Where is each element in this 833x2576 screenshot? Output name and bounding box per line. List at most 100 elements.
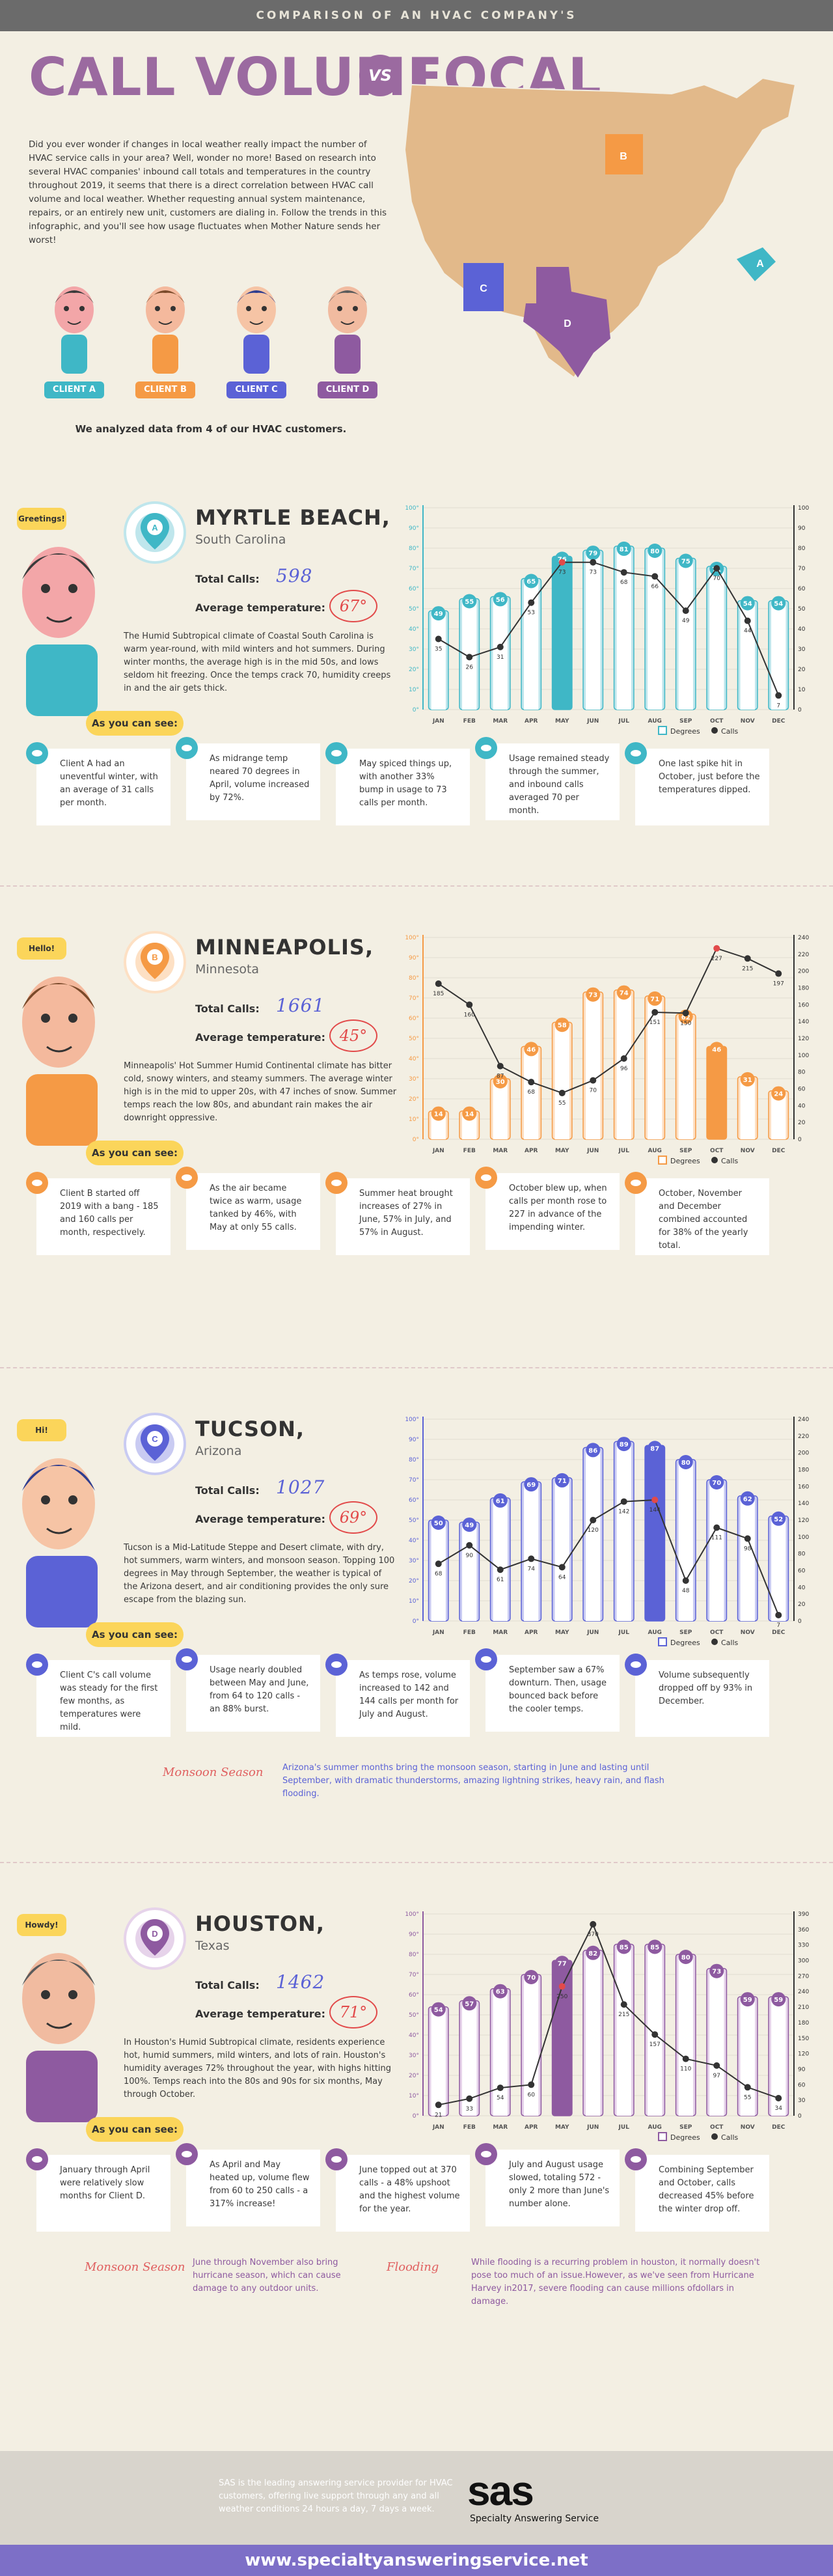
insight-card: Client A had an uneventful winter, with … bbox=[26, 742, 171, 825]
bar-inner bbox=[431, 1113, 446, 1139]
chart: 0° 10° 20° 30° 40° 50° 60° 70° 80° 90° 100° 0 20 40 60… bbox=[405, 1417, 809, 1647]
x-tick: SEP bbox=[679, 2124, 692, 2131]
sas-logo[interactable]: sas Specialty Answering Service bbox=[467, 2467, 623, 2532]
y-left-tick: 40° bbox=[409, 2032, 419, 2039]
insight-text: Client C's call volume was steady for th… bbox=[60, 1670, 158, 1732]
svg-text:A: A bbox=[152, 523, 158, 533]
calls-label: 68 bbox=[528, 1089, 536, 1096]
y-left-tick: 70° bbox=[409, 1972, 419, 1978]
avg-temp-value: 45° bbox=[329, 1019, 377, 1052]
x-tick: OCT bbox=[710, 1629, 724, 1636]
x-tick: JUL bbox=[618, 1629, 630, 1636]
insight-card: Combining September and October, calls d… bbox=[625, 2148, 769, 2232]
insight-card: Volume subsequently dropped off by 93% i… bbox=[625, 1654, 769, 1737]
insight-card: October, November and December combined … bbox=[625, 1172, 769, 1255]
bar-inner bbox=[771, 1999, 786, 2116]
y-right-tick: 80 bbox=[798, 1551, 806, 1558]
insight-text: September saw a 67% downturn. Then, usag… bbox=[509, 1665, 607, 1714]
bar-label: 69 bbox=[526, 1482, 536, 1489]
avg-temp-label: Average temperature: bbox=[195, 602, 325, 614]
y-left-tick: 100° bbox=[405, 935, 419, 941]
calls-label: 34 bbox=[775, 2105, 783, 2112]
bar-inner bbox=[616, 1946, 631, 2116]
bar-inner bbox=[648, 998, 662, 1139]
calls-point bbox=[528, 1555, 535, 1562]
x-tick: JAN bbox=[432, 2124, 444, 2131]
legend-calls-swatch bbox=[711, 2133, 718, 2140]
insight-text: Volume subsequently dropped off by 93% i… bbox=[659, 1670, 753, 1706]
bar-inner bbox=[431, 2009, 446, 2116]
as-you-can-see-label: As you can see: bbox=[86, 1141, 184, 1165]
bar-label-bubble bbox=[709, 1042, 724, 1057]
y-right-tick: 210 bbox=[798, 2004, 809, 2011]
y-right-tick: 270 bbox=[798, 1973, 809, 1980]
bar-label: 59 bbox=[774, 1997, 783, 2004]
calls-point bbox=[466, 2095, 473, 2102]
bar-label: 50 bbox=[434, 1520, 443, 1527]
bar-label-bubble bbox=[648, 1441, 662, 1456]
y-left-tick: 50° bbox=[409, 1517, 419, 1524]
calls-point bbox=[497, 1566, 504, 1573]
client-badge: CLIENT C bbox=[226, 381, 286, 398]
eye-icon bbox=[625, 1654, 647, 1676]
x-tick: JUN bbox=[586, 718, 599, 725]
bar-inner bbox=[648, 551, 662, 710]
eye-icon bbox=[325, 742, 348, 764]
insight-card: As April and May heated up, volume flew … bbox=[176, 2143, 320, 2226]
bar-label: 46 bbox=[712, 1046, 721, 1053]
logo-wordmark: sas bbox=[467, 2467, 534, 2514]
calls-point bbox=[713, 565, 720, 572]
legend-degrees: Degrees bbox=[670, 1639, 700, 1647]
calls-label: 227 bbox=[711, 956, 722, 962]
eye-icon bbox=[475, 737, 497, 759]
season-callout: Monsoon Season bbox=[163, 1766, 264, 1779]
bar-inner bbox=[554, 1963, 569, 2116]
total-calls-label: Total Calls: bbox=[195, 1484, 260, 1497]
bar-inner bbox=[554, 559, 569, 710]
bar-inner bbox=[740, 1498, 755, 1621]
analyzed-caption: We analyzed data from 4 of our HVAC cust… bbox=[75, 423, 347, 435]
bar-inner bbox=[431, 1523, 446, 1621]
y-right-tick: 100 bbox=[798, 1053, 809, 1059]
state-icon: C bbox=[124, 1413, 186, 1475]
bar-label: 65 bbox=[526, 579, 536, 586]
state-name: Arizona bbox=[195, 1444, 242, 1458]
y-left-tick: 0° bbox=[413, 2113, 419, 2120]
eye-icon bbox=[475, 1648, 497, 1670]
insight-card: Usage remained steady through the summer… bbox=[475, 737, 620, 820]
calls-label: 157 bbox=[649, 2042, 661, 2048]
calls-point bbox=[744, 2084, 751, 2091]
legend-degrees-swatch bbox=[658, 726, 667, 735]
x-tick: JUN bbox=[586, 2124, 599, 2131]
bar-inner bbox=[586, 994, 601, 1139]
y-right-tick: 360 bbox=[798, 1927, 809, 1933]
eye-icon bbox=[176, 2143, 198, 2165]
state-icon: A bbox=[124, 501, 186, 564]
client-badge: CLIENT A bbox=[44, 381, 104, 398]
bar-label: 73 bbox=[588, 992, 597, 999]
bar-label: 77 bbox=[558, 1960, 567, 1967]
x-tick: AUG bbox=[648, 1629, 662, 1636]
calls-point bbox=[528, 2081, 535, 2088]
bar-inner bbox=[524, 581, 539, 710]
climate-description: Minneapolis' Hot Summer Humid Continenta… bbox=[124, 1061, 397, 1123]
bar-label-bubble bbox=[740, 1992, 755, 2007]
website-link[interactable]: www.specialtyansweringservice.net bbox=[0, 2545, 833, 2576]
bar-inner bbox=[524, 1049, 539, 1139]
calls-line bbox=[438, 1922, 779, 2106]
bar-label-bubble bbox=[771, 1511, 786, 1526]
insight-card: October blew up, when calls per month ro… bbox=[475, 1167, 620, 1250]
x-tick: JUL bbox=[618, 718, 630, 725]
top-banner: COMPARISON OF AN HVAC COMPANY'S bbox=[0, 0, 833, 31]
city-name: MINNEAPOLIS, bbox=[195, 935, 374, 960]
insight-text: One last spike hit in October, just befo… bbox=[659, 759, 760, 795]
x-tick: FEB bbox=[463, 1148, 476, 1154]
calls-label: 68 bbox=[435, 1571, 443, 1577]
calls-label: 111 bbox=[711, 1535, 722, 1542]
section-a: Greetings! A MYRTLE BEACH, South Carolina To… bbox=[0, 482, 833, 911]
bar-label: 82 bbox=[588, 1950, 597, 1958]
bar-label-bubble bbox=[616, 1437, 631, 1452]
bar-label-bubble bbox=[524, 1477, 539, 1492]
insight-card: Usage nearly doubled between May and Jun… bbox=[176, 1648, 320, 1732]
calls-label: 87 bbox=[497, 1073, 504, 1080]
